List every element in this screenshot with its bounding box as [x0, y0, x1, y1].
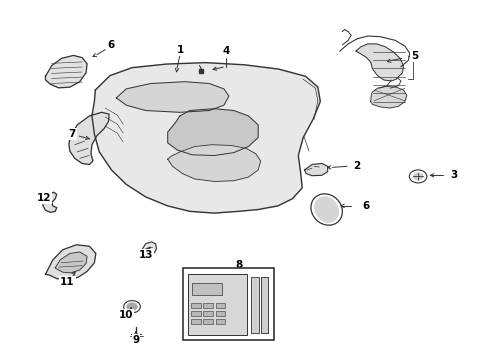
Text: 7: 7 — [68, 129, 76, 139]
Polygon shape — [370, 86, 406, 108]
Bar — [183, 268, 273, 340]
Bar — [188, 274, 246, 335]
Polygon shape — [45, 55, 87, 88]
Text: 13: 13 — [138, 250, 153, 260]
Bar — [260, 277, 268, 333]
Text: 12: 12 — [37, 193, 51, 203]
Polygon shape — [167, 109, 258, 156]
Bar — [250, 277, 258, 333]
Bar — [203, 311, 213, 316]
Polygon shape — [55, 252, 87, 273]
Bar — [203, 303, 213, 308]
Polygon shape — [167, 145, 260, 181]
Text: 5: 5 — [410, 51, 417, 61]
Text: 11: 11 — [60, 276, 75, 287]
Polygon shape — [45, 245, 96, 280]
Polygon shape — [69, 112, 109, 165]
Polygon shape — [116, 82, 228, 112]
Bar — [215, 303, 225, 308]
Circle shape — [126, 303, 137, 311]
Bar — [191, 311, 201, 316]
Ellipse shape — [314, 197, 338, 222]
Bar — [191, 319, 201, 324]
Text: 6: 6 — [108, 40, 115, 50]
Text: 10: 10 — [119, 310, 133, 320]
Text: 8: 8 — [235, 260, 242, 270]
Text: 9: 9 — [132, 335, 139, 345]
Text: 1: 1 — [176, 45, 183, 55]
Polygon shape — [304, 163, 327, 176]
Polygon shape — [92, 63, 320, 213]
Polygon shape — [142, 242, 156, 255]
Text: 3: 3 — [449, 170, 456, 180]
Bar — [203, 319, 213, 324]
Bar — [192, 283, 221, 295]
Bar — [215, 319, 225, 324]
Text: 6: 6 — [362, 201, 368, 211]
Text: 2: 2 — [353, 161, 360, 171]
Polygon shape — [355, 44, 403, 81]
Circle shape — [412, 173, 422, 180]
Text: 4: 4 — [222, 46, 229, 56]
Bar — [260, 277, 268, 333]
Polygon shape — [43, 192, 57, 212]
Bar — [215, 311, 225, 316]
Bar — [191, 303, 201, 308]
